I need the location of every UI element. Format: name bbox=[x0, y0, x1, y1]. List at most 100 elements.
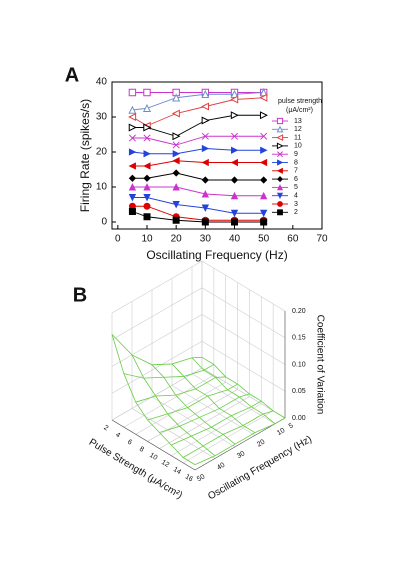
grid-line bbox=[171, 385, 256, 436]
grid-line bbox=[135, 382, 226, 435]
y-tick-label: 0 bbox=[101, 217, 107, 228]
data-point bbox=[259, 191, 268, 200]
grid-line bbox=[147, 389, 238, 442]
data-point bbox=[143, 194, 151, 202]
legend-label: 2 bbox=[294, 209, 298, 216]
grid-line bbox=[201, 260, 286, 312]
series-line bbox=[132, 92, 264, 111]
grid-line bbox=[182, 410, 274, 464]
y-tick-label: 10 bbox=[276, 427, 286, 437]
y-tick-label: 10 bbox=[96, 182, 108, 193]
data-point bbox=[230, 176, 239, 184]
data-point bbox=[172, 169, 180, 177]
series-line bbox=[132, 148, 264, 155]
data-point bbox=[201, 89, 210, 98]
data-point bbox=[172, 150, 181, 158]
grid-line bbox=[171, 403, 262, 456]
surface-line bbox=[182, 410, 274, 458]
grid-line bbox=[151, 396, 236, 448]
data-point bbox=[172, 216, 180, 224]
legend-marker bbox=[276, 192, 284, 199]
z-tick-label: 0.00 bbox=[292, 415, 306, 422]
data-point bbox=[201, 116, 210, 125]
z-tick-label: 0.05 bbox=[292, 388, 306, 395]
data-point bbox=[128, 112, 137, 122]
data-point bbox=[201, 102, 210, 111]
legend-label: 13 bbox=[294, 118, 302, 125]
y-tick-label: 20 bbox=[96, 147, 108, 158]
legend-marker bbox=[276, 184, 284, 191]
x-tick-label: 40 bbox=[229, 234, 241, 245]
data-point bbox=[172, 132, 181, 141]
legend-label: 9 bbox=[294, 151, 298, 158]
data-point bbox=[201, 158, 209, 167]
legend-label: 7 bbox=[294, 168, 298, 175]
data-point bbox=[143, 123, 152, 132]
plot-frame bbox=[111, 81, 323, 230]
data-point bbox=[143, 213, 151, 221]
data-point bbox=[201, 144, 210, 153]
x-axis-title: Oscillating Frequency (Hz) bbox=[146, 248, 287, 262]
data-point bbox=[128, 183, 137, 191]
surface-line bbox=[111, 334, 196, 465]
y-axis-title: Firing Rate (spikes/s) bbox=[78, 99, 92, 212]
x-tick-label: 6 bbox=[126, 439, 133, 447]
z-tick-label: 0.10 bbox=[292, 361, 306, 368]
data-point bbox=[128, 105, 137, 114]
series-line bbox=[132, 97, 264, 127]
y-axis bbox=[194, 417, 286, 471]
legend-label: 10 bbox=[294, 143, 302, 150]
legend-marker bbox=[277, 159, 284, 166]
x-tick-label: 20 bbox=[171, 234, 183, 245]
data-point bbox=[260, 132, 268, 140]
data-point bbox=[201, 204, 210, 212]
data-point bbox=[201, 176, 209, 184]
legend-label: 3 bbox=[294, 201, 298, 208]
grid-line bbox=[201, 314, 286, 365]
data-point bbox=[201, 190, 210, 198]
surface-line bbox=[201, 356, 286, 419]
grid-line bbox=[159, 396, 250, 449]
data-point bbox=[260, 218, 268, 226]
surface-line bbox=[147, 383, 238, 421]
data-point bbox=[128, 134, 136, 142]
surface-line bbox=[151, 364, 236, 445]
y-tick-label: 5 bbox=[288, 422, 295, 430]
grid-line bbox=[201, 340, 286, 392]
series-line bbox=[132, 186, 264, 197]
data-point bbox=[143, 202, 151, 210]
series-line bbox=[132, 197, 264, 214]
legend-marker bbox=[276, 142, 284, 150]
data-point bbox=[230, 209, 239, 218]
x-tick-label: 14 bbox=[172, 466, 182, 476]
grid-line bbox=[111, 314, 203, 367]
surface-line bbox=[159, 393, 250, 433]
x-tick-label: 8 bbox=[138, 446, 145, 454]
surface-line bbox=[171, 363, 256, 434]
grid-line bbox=[201, 287, 286, 339]
data-point bbox=[259, 93, 268, 102]
y-tick-label: 20 bbox=[256, 439, 266, 449]
data-point bbox=[172, 201, 180, 209]
data-point bbox=[201, 218, 209, 226]
x-axis bbox=[111, 419, 196, 471]
series-line bbox=[132, 135, 264, 146]
series-line bbox=[132, 172, 264, 181]
surface-line bbox=[171, 400, 262, 446]
grid-line bbox=[111, 367, 203, 421]
data-point bbox=[230, 132, 239, 140]
data-point bbox=[143, 88, 151, 97]
data-point bbox=[230, 95, 239, 104]
data-point bbox=[260, 176, 268, 184]
data-point bbox=[128, 123, 137, 132]
legend-marker bbox=[276, 117, 284, 125]
data-point bbox=[231, 146, 239, 154]
grid-line bbox=[123, 374, 215, 428]
legend-marker bbox=[276, 167, 283, 174]
surface-line bbox=[111, 334, 203, 366]
legend-marker bbox=[276, 134, 284, 142]
data-point bbox=[230, 111, 239, 120]
grid-line bbox=[111, 260, 203, 314]
x-tick-label: 70 bbox=[316, 234, 328, 245]
